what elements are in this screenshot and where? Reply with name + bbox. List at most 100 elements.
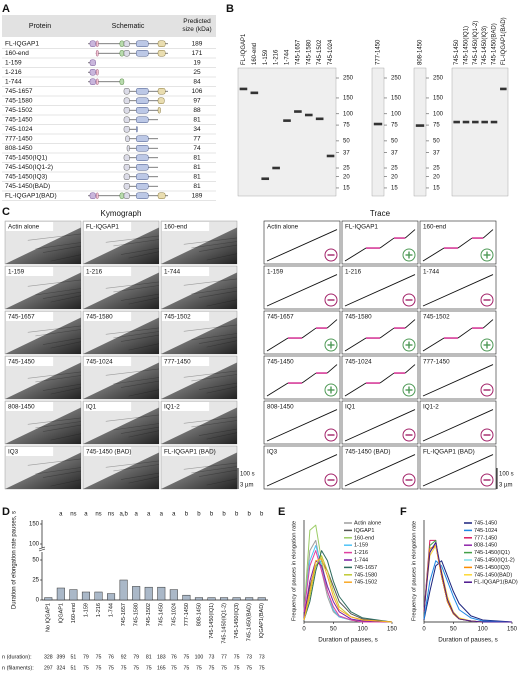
kymograph-streak bbox=[50, 479, 82, 487]
marker-label: 37 bbox=[433, 150, 440, 156]
gel-band bbox=[373, 122, 383, 126]
kymo-label-bg bbox=[162, 447, 210, 456]
lane-label: FL-IQGAP1 bbox=[241, 33, 247, 65]
kymo-label-bg bbox=[162, 222, 210, 231]
schematic-domain bbox=[136, 164, 149, 171]
lane-label: 160-end bbox=[252, 43, 258, 65]
kymograph-streak bbox=[27, 458, 82, 466]
lane-label: FL-IQGAP1(BAD) bbox=[501, 17, 507, 65]
y-tick-label: 25 bbox=[32, 578, 39, 584]
marker-label: 50 bbox=[343, 138, 350, 144]
predicted-size: 81 bbox=[193, 173, 201, 180]
series-line bbox=[303, 550, 393, 623]
panel-label: C bbox=[2, 206, 10, 218]
x-tick-label: 150 bbox=[507, 627, 518, 633]
bar bbox=[94, 591, 103, 601]
scale-length: 3 µm bbox=[240, 483, 253, 489]
kymograph-streak bbox=[120, 247, 160, 255]
trace-box bbox=[341, 355, 419, 400]
marker-label: 75 bbox=[391, 123, 398, 129]
trace-label: IQ3 bbox=[267, 449, 278, 456]
schematic-domain bbox=[123, 154, 130, 161]
kymograph-streak bbox=[50, 295, 82, 303]
kymograph-streak bbox=[206, 432, 238, 440]
predicted-size: 106 bbox=[192, 88, 203, 95]
n-duration: 81 bbox=[146, 654, 152, 660]
gel-band bbox=[283, 119, 291, 122]
predicted-size: 74 bbox=[193, 145, 201, 152]
n-duration: 75 bbox=[234, 654, 240, 660]
schematic-domain bbox=[119, 192, 125, 199]
kymograph-streak bbox=[50, 433, 82, 441]
schematic-domain bbox=[126, 145, 130, 152]
gel bbox=[451, 67, 509, 197]
predicted-size: 81 bbox=[193, 183, 201, 190]
significance-label: b bbox=[260, 512, 264, 518]
kymo-label: 1-159 bbox=[8, 269, 25, 276]
y-axis-label: Duration of elongation rate pauses, s bbox=[12, 511, 18, 609]
trace-line bbox=[379, 327, 395, 339]
y-tick-label: 100 bbox=[29, 542, 40, 548]
n-duration: 328 bbox=[44, 654, 53, 660]
trace-line bbox=[457, 327, 473, 339]
schematic-domain bbox=[95, 40, 99, 47]
kymo-label-bg bbox=[84, 357, 132, 366]
schematic-domain bbox=[136, 97, 149, 104]
x-tick-label: 0 bbox=[302, 627, 306, 633]
kymograph-streak bbox=[128, 430, 160, 438]
kymograph-streak bbox=[120, 426, 160, 434]
legend-label: 160-end bbox=[354, 535, 374, 541]
schematic-domain bbox=[123, 173, 130, 180]
significance-label: a bbox=[59, 512, 63, 518]
n-filaments: 75 bbox=[259, 665, 265, 671]
protein-name: 745-1450(IQ1) bbox=[5, 154, 47, 161]
protein-name: 745-1580 bbox=[5, 97, 33, 104]
kymograph-streak bbox=[27, 417, 82, 425]
predicted-size: 81 bbox=[193, 154, 201, 161]
kymo-label-bg bbox=[84, 267, 132, 276]
scale-length: 3 µm bbox=[499, 483, 512, 489]
kymograph-streak bbox=[105, 327, 160, 335]
trace-line bbox=[266, 337, 289, 352]
legend-label: 745-1450(BAD) bbox=[474, 572, 512, 578]
legend-label: 1-744 bbox=[354, 557, 368, 563]
kymograph-streak bbox=[191, 333, 238, 341]
kymograph-streak bbox=[183, 462, 238, 470]
trace-line bbox=[344, 454, 416, 487]
trace-line bbox=[344, 382, 367, 397]
kymograph-streak bbox=[183, 237, 238, 245]
kymo-label: 777-1450 bbox=[164, 359, 191, 366]
schematic-domain bbox=[157, 192, 166, 199]
n-filaments: 75 bbox=[209, 665, 215, 671]
trace-label: 1-216 bbox=[345, 269, 362, 276]
kymo-label: 745-1502 bbox=[164, 314, 191, 321]
trace-line bbox=[482, 229, 494, 239]
kymo-label: FL-IQGAP1 (BAD) bbox=[164, 449, 216, 456]
x-tick-label: 50 bbox=[450, 627, 457, 633]
bar bbox=[220, 597, 229, 601]
schematic-domain bbox=[95, 192, 99, 199]
schematic-domain bbox=[125, 135, 130, 142]
trace-line bbox=[404, 319, 416, 329]
x-tick-label: 50 bbox=[330, 627, 337, 633]
kymograph-streak bbox=[206, 253, 238, 261]
n-label: n (filaments): bbox=[2, 665, 34, 671]
kymograph-streak bbox=[128, 251, 160, 259]
n-duration: 73 bbox=[209, 654, 215, 660]
schematic-domain bbox=[136, 126, 138, 133]
kymograph-signal bbox=[161, 362, 237, 399]
x-tick-label: 160-end bbox=[71, 603, 77, 623]
bar bbox=[245, 597, 254, 601]
kymo-label-bg bbox=[162, 267, 210, 276]
schematic-domain bbox=[136, 107, 149, 114]
kymograph-streak bbox=[198, 428, 238, 436]
n-duration: 76 bbox=[171, 654, 177, 660]
trace-label: 777-1450 bbox=[423, 359, 450, 366]
trace-label: 745-1024 bbox=[345, 359, 372, 366]
kymograph-streak bbox=[42, 245, 82, 253]
kymograph-streak bbox=[206, 299, 238, 307]
kymograph-streak bbox=[113, 423, 160, 431]
x-tick-label: 745-1450(IQ1-2) bbox=[222, 603, 228, 644]
marker-label: 25 bbox=[433, 166, 440, 172]
marker-label: 15 bbox=[343, 186, 350, 192]
